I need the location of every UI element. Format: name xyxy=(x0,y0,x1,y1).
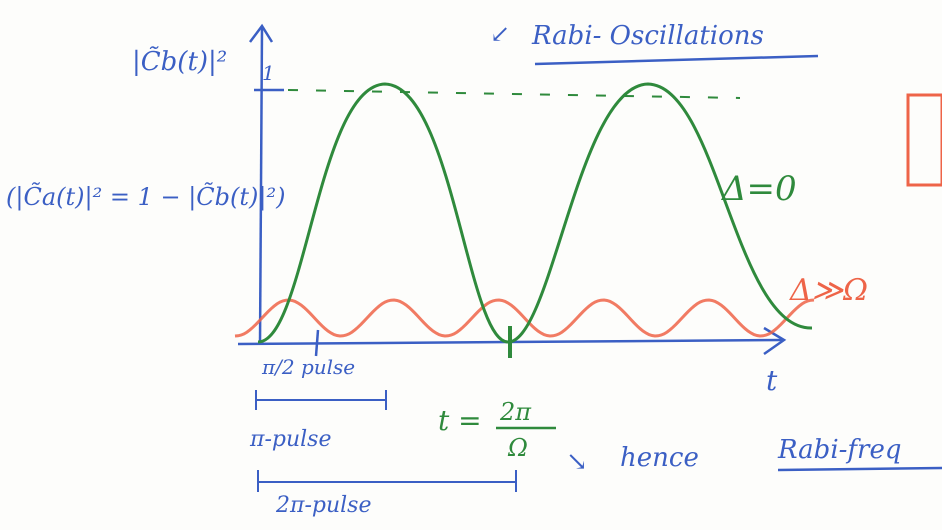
relation: (|C̃a(t)|² = 1 − |C̃b(t)|²) xyxy=(6,183,285,212)
sketch: ↙ Rabi- Oscillations 1 |C̃b(t)|² (|C̃a(t… xyxy=(0,0,942,530)
curve-label: Δ=0 xyxy=(720,169,797,209)
period-numerator: 2π xyxy=(499,398,532,426)
pulse-label: 2π-pulse xyxy=(275,493,372,518)
title: Rabi- Oscillations xyxy=(531,21,764,51)
period-lhs: t = xyxy=(438,404,482,437)
pulse-label: π/2 pulse xyxy=(261,355,355,379)
period-denominator: Ω xyxy=(507,434,528,462)
y-tick-label: 1 xyxy=(262,61,275,85)
arrow-mark: ↘ xyxy=(566,447,588,477)
continuation: Rabi-freq xyxy=(777,435,902,465)
note: hence xyxy=(620,443,699,473)
x-axis-label: t xyxy=(766,364,778,397)
y-axis-label: |C̃b(t)|² xyxy=(132,46,227,77)
curve-label: Δ≫Ω xyxy=(789,273,868,308)
arrow-mark: ↙ xyxy=(490,20,510,48)
pulse-label: π-pulse xyxy=(249,427,332,452)
